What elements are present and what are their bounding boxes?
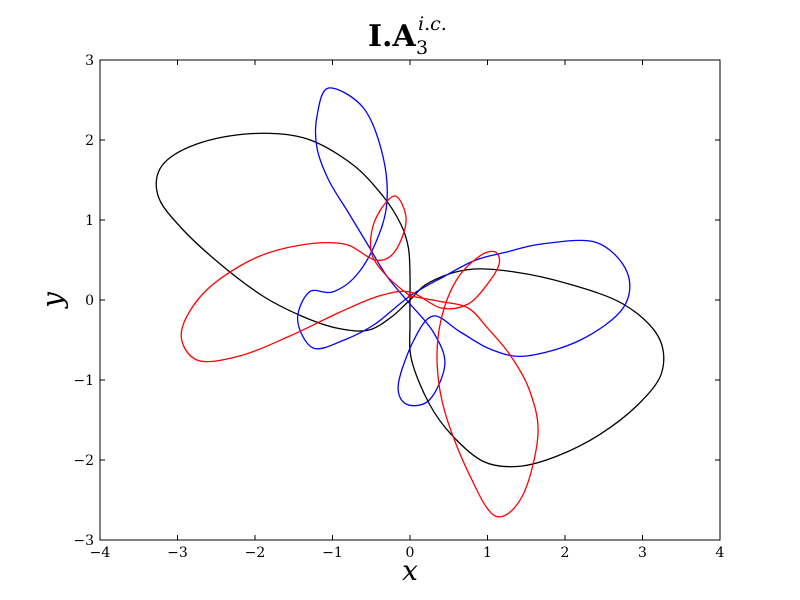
y-tick-label: −3: [73, 533, 94, 549]
y-axis-label: y: [36, 291, 69, 310]
y-tick-label: 2: [85, 133, 94, 149]
x-tick-label: 2: [561, 545, 570, 561]
x-tick-label: 4: [716, 545, 725, 561]
x-tick-label: 0: [406, 545, 415, 561]
x-tick-label: 1: [483, 545, 492, 561]
chart-title-main: I.A: [368, 19, 416, 54]
x-tick-label: 3: [638, 545, 647, 561]
chart-title-superscript: i.c.: [418, 13, 447, 35]
series-line-0: [155, 132, 665, 468]
series-line-1: [296, 87, 631, 407]
y-tick-label: −1: [73, 373, 94, 389]
x-tick-label: −2: [245, 545, 266, 561]
y-tick-label: 1: [85, 213, 94, 229]
chart-title: I.A 3 i.c.: [368, 13, 447, 59]
series-line-2: [180, 195, 539, 518]
x-tick-label: −1: [322, 545, 343, 561]
series-layer: [155, 87, 665, 518]
y-tick-label: −2: [73, 453, 94, 469]
y-tick-label: 0: [85, 293, 94, 309]
x-tick-label: −3: [167, 545, 188, 561]
chart-title-subscript: 3: [416, 37, 428, 59]
x-tick-label: −4: [90, 545, 111, 561]
y-tick-label: 3: [85, 53, 94, 69]
x-axis-label: x: [402, 554, 418, 587]
